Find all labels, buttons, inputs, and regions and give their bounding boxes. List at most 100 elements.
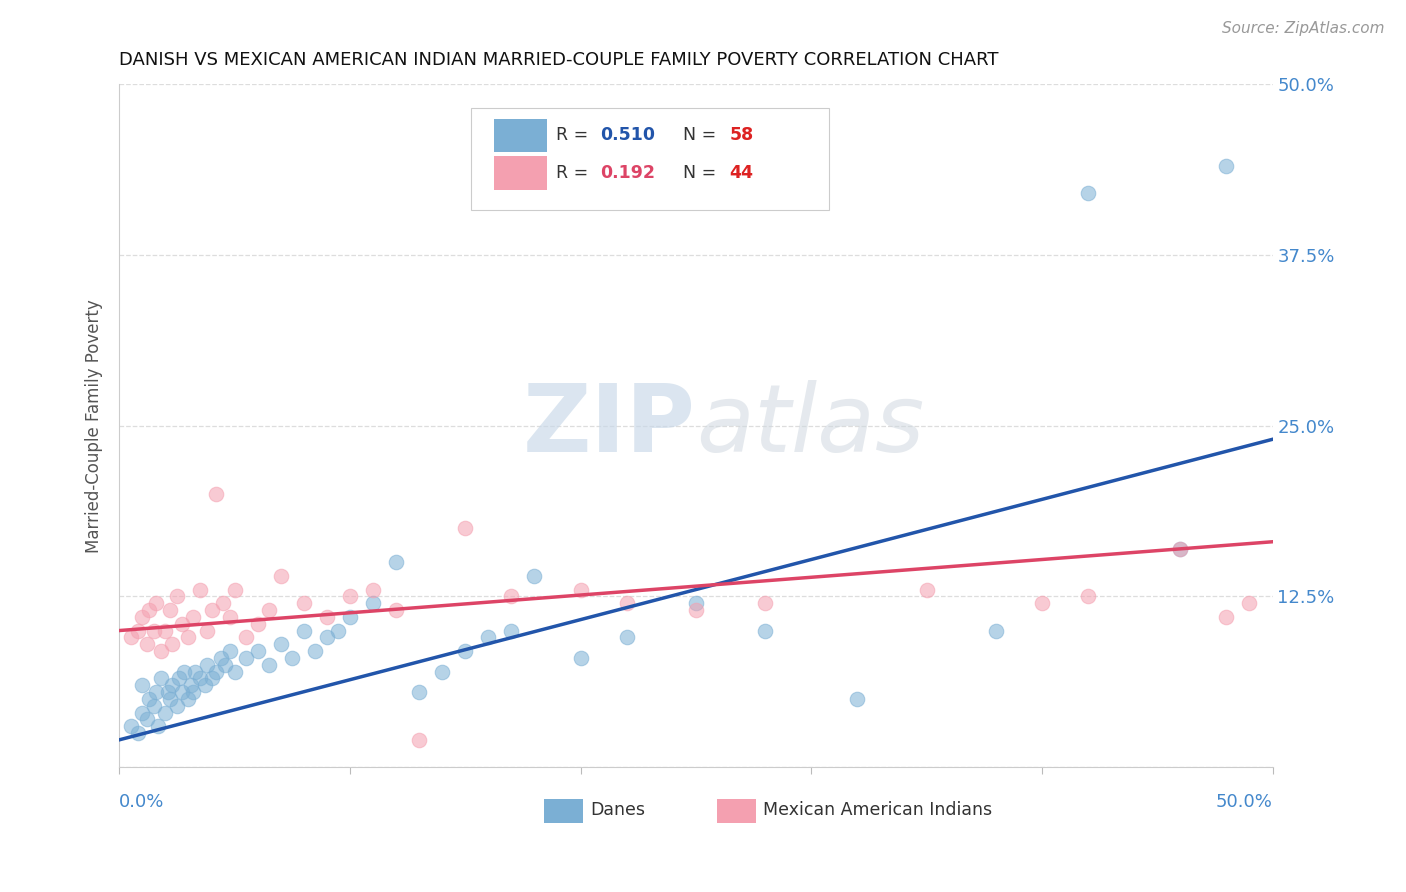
- FancyBboxPatch shape: [717, 798, 756, 823]
- Point: [328, 624, 350, 638]
- Point: [177, 631, 200, 645]
- Point: [569, 582, 592, 597]
- Point: [501, 624, 523, 638]
- Point: [224, 582, 246, 597]
- Point: [205, 487, 228, 501]
- Point: [155, 624, 177, 638]
- Point: [214, 657, 236, 672]
- Point: [454, 521, 477, 535]
- Point: [159, 603, 181, 617]
- FancyBboxPatch shape: [494, 119, 547, 153]
- Point: [156, 685, 179, 699]
- Point: [257, 657, 280, 672]
- Point: [209, 651, 232, 665]
- Point: [685, 603, 707, 617]
- Point: [246, 616, 269, 631]
- Point: [170, 685, 193, 699]
- Point: [915, 582, 938, 597]
- Point: [685, 596, 707, 610]
- Text: Danes: Danes: [589, 800, 645, 819]
- Point: [408, 685, 430, 699]
- Point: [170, 616, 193, 631]
- Point: [616, 596, 638, 610]
- Point: [205, 665, 228, 679]
- Point: [145, 596, 167, 610]
- Point: [194, 678, 217, 692]
- Point: [361, 582, 384, 597]
- Text: DANISH VS MEXICAN AMERICAN INDIAN MARRIED-COUPLE FAMILY POVERTY CORRELATION CHAR: DANISH VS MEXICAN AMERICAN INDIAN MARRIE…: [120, 51, 998, 69]
- Point: [181, 685, 204, 699]
- Point: [246, 644, 269, 658]
- Point: [304, 644, 326, 658]
- Text: 58: 58: [730, 127, 754, 145]
- FancyBboxPatch shape: [471, 108, 828, 211]
- Point: [120, 631, 142, 645]
- Point: [181, 610, 204, 624]
- Text: N =: N =: [672, 127, 721, 145]
- Point: [149, 644, 172, 658]
- Text: Source: ZipAtlas.com: Source: ZipAtlas.com: [1222, 21, 1385, 36]
- Y-axis label: Married-Couple Family Poverty: Married-Couple Family Poverty: [86, 299, 103, 552]
- Point: [235, 651, 257, 665]
- Point: [173, 665, 195, 679]
- Point: [159, 691, 181, 706]
- Text: 0.192: 0.192: [600, 164, 655, 182]
- Point: [292, 624, 315, 638]
- Point: [454, 644, 477, 658]
- Point: [136, 637, 159, 651]
- FancyBboxPatch shape: [544, 798, 583, 823]
- Point: [162, 637, 184, 651]
- Point: [127, 624, 149, 638]
- Point: [754, 624, 776, 638]
- Point: [408, 732, 430, 747]
- Text: Mexican American Indians: Mexican American Indians: [763, 800, 991, 819]
- Point: [257, 603, 280, 617]
- Point: [195, 624, 218, 638]
- Text: atlas: atlas: [696, 380, 924, 471]
- Point: [142, 624, 165, 638]
- Point: [984, 624, 1007, 638]
- Point: [616, 631, 638, 645]
- Point: [177, 691, 200, 706]
- Point: [281, 651, 304, 665]
- Point: [145, 685, 167, 699]
- Point: [430, 665, 453, 679]
- Point: [166, 698, 188, 713]
- Point: [1168, 541, 1191, 556]
- Point: [477, 631, 499, 645]
- Point: [148, 719, 170, 733]
- Point: [131, 678, 153, 692]
- Point: [138, 691, 160, 706]
- Point: [219, 644, 242, 658]
- Point: [142, 698, 165, 713]
- Point: [195, 657, 218, 672]
- Point: [1168, 541, 1191, 556]
- FancyBboxPatch shape: [494, 156, 547, 190]
- Point: [385, 603, 408, 617]
- Text: R =: R =: [557, 164, 595, 182]
- Text: 0.510: 0.510: [600, 127, 655, 145]
- Text: ZIP: ZIP: [523, 380, 696, 472]
- Point: [754, 596, 776, 610]
- Point: [1215, 159, 1237, 173]
- Point: [270, 637, 292, 651]
- Point: [184, 665, 207, 679]
- Text: N =: N =: [672, 164, 721, 182]
- Point: [149, 671, 172, 685]
- Point: [569, 651, 592, 665]
- Point: [120, 719, 142, 733]
- Point: [127, 726, 149, 740]
- Point: [180, 678, 202, 692]
- Point: [501, 590, 523, 604]
- Point: [270, 569, 292, 583]
- Point: [1215, 610, 1237, 624]
- Point: [166, 590, 188, 604]
- Point: [219, 610, 242, 624]
- Point: [361, 596, 384, 610]
- Point: [162, 678, 184, 692]
- Point: [315, 610, 337, 624]
- Point: [155, 706, 177, 720]
- Point: [292, 596, 315, 610]
- Text: 0.0%: 0.0%: [120, 793, 165, 811]
- Point: [523, 569, 546, 583]
